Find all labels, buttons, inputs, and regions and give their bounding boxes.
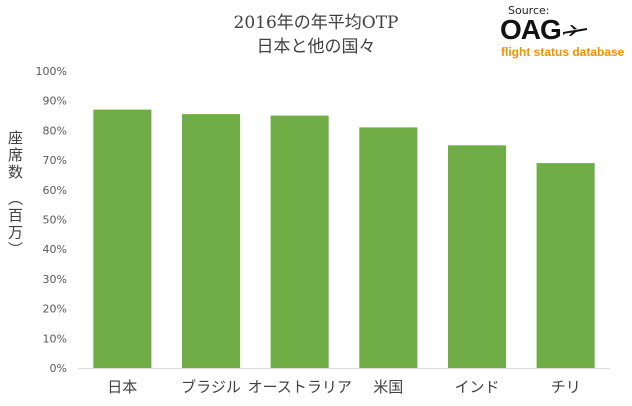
y-tick-label: 70% [43,154,67,167]
y-tick-label: 80% [43,124,67,137]
y-tick-label: 60% [43,184,67,197]
source-tagline: flight status database [501,45,625,59]
x-tick-label: インド [454,378,499,396]
x-tick-label: ブラジル [181,378,241,396]
oag-logo: OAG [500,15,628,45]
y-tick-label: 40% [43,243,67,256]
y-tick-label: 10% [43,332,67,345]
y-tick-label: 100% [36,65,67,78]
bar [536,163,595,368]
oag-logo-text: OAG [500,14,562,45]
bar [182,114,241,368]
bar [359,127,418,369]
chart-title-line2: 日本と他の国々 [256,37,376,57]
y-tick-label: 30% [43,273,67,286]
x-tick-label: チリ [551,378,581,396]
chart-title-line1: 2016年の年平均OTP [233,13,399,33]
airplane-icon [562,25,587,36]
source-branding: Source: OAG flight status database [500,4,628,59]
x-tick-label: 米国 [373,378,403,396]
source-label: Source: [508,4,550,17]
x-tick-label: オーストラリア [248,378,352,396]
y-tick-label: 90% [43,95,67,108]
y-tick-label: 0% [50,362,67,375]
x-tick-label: 日本 [107,378,137,396]
y-tick-label: 20% [43,303,67,316]
y-axis-label: 座席数 （百万） [6,130,24,259]
y-tick-label: 50% [43,214,67,227]
bar [93,109,152,368]
bar [270,115,329,368]
bar [448,145,507,369]
